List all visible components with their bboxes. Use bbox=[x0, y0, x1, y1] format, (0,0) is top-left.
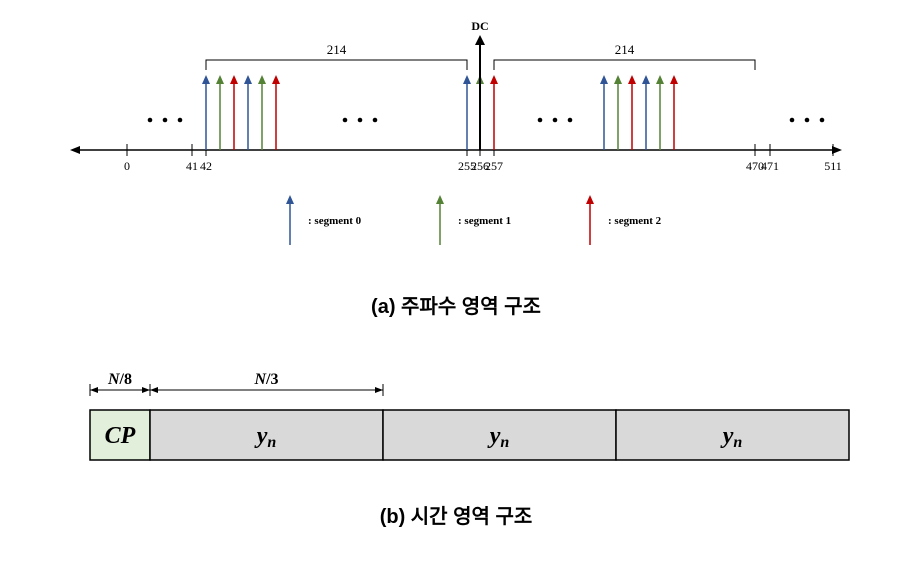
axis-tick-label: 471 bbox=[761, 159, 779, 173]
diagram-svg: 04142255256257470471511214214DC: segment… bbox=[0, 0, 912, 577]
ellipsis-dot bbox=[790, 118, 795, 123]
axis-tick-label: 41 bbox=[186, 159, 198, 173]
axis-tick-label: 257 bbox=[485, 159, 503, 173]
ellipsis-dot bbox=[820, 118, 825, 123]
axis-tick-label: 511 bbox=[824, 159, 842, 173]
legend-label: : segment 1 bbox=[458, 215, 511, 227]
axis-tick-label: 0 bbox=[124, 159, 130, 173]
figure-a: 04142255256257470471511214214DC: segment… bbox=[70, 19, 842, 245]
ellipsis-dot bbox=[805, 118, 810, 123]
figure-b: CPynynynN/8N/3 bbox=[90, 371, 849, 460]
ellipsis-dot bbox=[358, 118, 363, 123]
dc-label: DC bbox=[471, 19, 488, 33]
axis-tick-label: 42 bbox=[200, 159, 212, 173]
ellipsis-dot bbox=[343, 118, 348, 123]
bracket bbox=[494, 60, 755, 70]
caption-a: (a) 주파수 영역 구조 bbox=[0, 290, 912, 319]
ellipsis-dot bbox=[178, 118, 183, 123]
ellipsis-dot bbox=[553, 118, 558, 123]
bracket-label: 214 bbox=[615, 42, 635, 57]
ellipsis-dot bbox=[163, 118, 168, 123]
legend-label: : segment 2 bbox=[608, 215, 662, 227]
legend-label: : segment 0 bbox=[308, 215, 362, 227]
ellipsis-dot bbox=[568, 118, 573, 123]
page: 04142255256257470471511214214DC: segment… bbox=[0, 0, 912, 577]
bracket-label: 214 bbox=[327, 42, 347, 57]
cp-label: CP bbox=[105, 423, 136, 449]
ellipsis-dot bbox=[538, 118, 543, 123]
ellipsis-dot bbox=[148, 118, 153, 123]
dim-label: N/8 bbox=[107, 371, 132, 388]
bracket bbox=[206, 60, 467, 70]
dim-label: N/3 bbox=[253, 371, 278, 388]
caption-b: (b) 시간 영역 구조 bbox=[0, 500, 912, 529]
ellipsis-dot bbox=[373, 118, 378, 123]
